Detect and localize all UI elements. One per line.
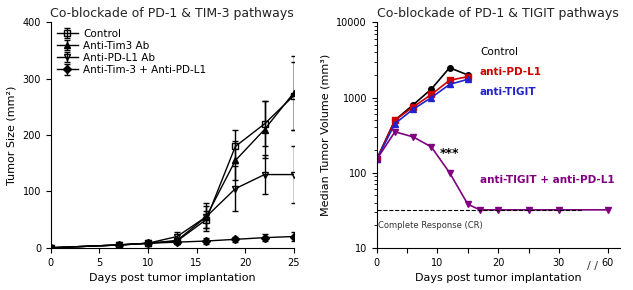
X-axis label: Days post tumor implantation: Days post tumor implantation	[415, 273, 582, 283]
Text: anti-TIGIT: anti-TIGIT	[480, 87, 537, 97]
Text: / /: / /	[587, 261, 598, 271]
Text: Control: Control	[480, 47, 518, 57]
Title: Co-blockade of PD-1 & TIGIT pathways: Co-blockade of PD-1 & TIGIT pathways	[377, 7, 619, 20]
Text: anti-PD-L1: anti-PD-L1	[480, 67, 542, 77]
Text: Complete Response (CR): Complete Response (CR)	[378, 221, 482, 230]
Y-axis label: Median Tumor Volume (mm³): Median Tumor Volume (mm³)	[321, 54, 331, 216]
Legend: Control, Anti-Tim3 Ab, Anti-PD-L1 Ab, Anti-Tim-3 + Anti-PD-L1: Control, Anti-Tim3 Ab, Anti-PD-L1 Ab, An…	[56, 28, 207, 76]
X-axis label: Days post tumor implantation: Days post tumor implantation	[89, 273, 256, 283]
Text: ***: ***	[440, 147, 460, 160]
Title: Co-blockade of PD-1 & TIM-3 pathways: Co-blockade of PD-1 & TIM-3 pathways	[51, 7, 294, 20]
Text: anti-TIGIT + anti-PD-L1: anti-TIGIT + anti-PD-L1	[480, 175, 615, 185]
Y-axis label: Tumor Size (mm²): Tumor Size (mm²)	[7, 86, 17, 185]
